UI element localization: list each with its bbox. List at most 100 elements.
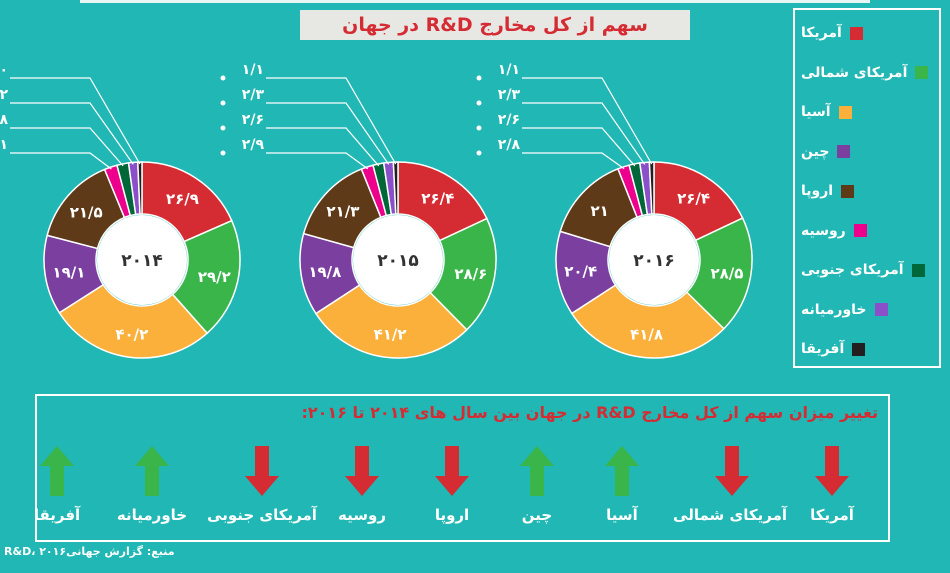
callout-label: ۱/۰ <box>0 62 8 78</box>
slice-label: ۴۱/۸ <box>630 326 663 344</box>
change-item: آمریکای جنوبی <box>207 446 317 524</box>
callout-label: ۲/۶ <box>498 112 520 128</box>
legend-swatch <box>838 105 852 119</box>
arrow-shape <box>715 446 749 496</box>
callout-label: ۱/۱ <box>242 62 264 78</box>
change-label: آمریکای شمالی <box>673 506 787 524</box>
arrow-shape <box>435 446 469 496</box>
legend-swatch <box>837 145 851 158</box>
slice <box>58 283 209 359</box>
year-label: ۲۰۱۵ <box>377 251 419 271</box>
slice-label: ۲۱/۳ <box>326 203 359 221</box>
callout-line <box>522 102 646 165</box>
slice-label: ۴۰/۲ <box>115 325 148 343</box>
legend-swatch <box>849 26 863 40</box>
legend-swatch <box>853 224 867 237</box>
callout-label: ۲/۳ <box>242 87 265 103</box>
callout-dot <box>220 75 226 81</box>
change-item: اروپا <box>397 446 507 524</box>
slice-label: ۲۱/۵ <box>70 203 103 221</box>
legend-item: آمریکا <box>801 22 931 44</box>
arrow-up-icon <box>520 446 554 496</box>
change-label: آمریکای جنوبی <box>207 506 317 524</box>
change-label: اروپا <box>434 506 470 524</box>
callout-label: ۲/۹ <box>242 137 265 153</box>
arrow-shape <box>245 446 279 496</box>
callout-label: ۲/۸ <box>0 112 8 128</box>
callout-line <box>522 127 636 167</box>
callout-label: ۲/۳ <box>498 87 521 103</box>
legend-label: آفریقا <box>801 341 845 357</box>
legend-label: آمریکای جنوبی <box>801 262 904 278</box>
legend: آمریکا آمریکای شمالی آسیا چین اروپا روسیه آمری… <box>793 8 941 368</box>
legend-item: آمریکای شمالی <box>801 62 931 84</box>
legend-label: چین <box>801 143 830 160</box>
arrow-shape <box>815 446 849 496</box>
arrow-shape <box>520 446 554 496</box>
change-item: آسیا <box>567 446 677 524</box>
change-item: آفریقا <box>2 446 112 524</box>
slice-label: ۲۸/۶ <box>454 265 487 283</box>
change-item: آمریکا <box>777 446 887 524</box>
arrow-up-icon <box>40 446 74 496</box>
slice-label: ۲۶/۴ <box>677 189 710 207</box>
arrow-up-icon <box>605 446 639 496</box>
callout-dot <box>476 75 482 81</box>
year-label: ۲۰۱۶ <box>633 251 675 271</box>
change-label: خاورمیانه <box>116 506 188 524</box>
callout-label: ۱/۱ <box>498 62 520 78</box>
slice-label: ۲۰/۴ <box>564 262 597 280</box>
arrow-down-icon <box>435 446 469 496</box>
callout-dot <box>476 125 482 131</box>
arrow-down-icon <box>245 446 279 496</box>
arrow-down-icon <box>815 446 849 496</box>
legend-item: روسیه <box>801 220 931 242</box>
legend-item: آسیا <box>801 101 931 123</box>
legend-swatch <box>852 342 866 356</box>
legend-item: چین <box>801 141 931 163</box>
callout-line <box>10 102 134 165</box>
slice-label: ۲۸/۵ <box>710 264 743 282</box>
callout-dot <box>476 150 482 156</box>
callout-dot <box>220 150 226 156</box>
callout-label: ۲/۶ <box>242 112 264 128</box>
callout-line <box>10 152 112 170</box>
slice <box>570 284 725 359</box>
callout-label: ۲/۲ <box>0 87 8 103</box>
arrow-shape <box>135 446 169 496</box>
share-change-title: تغییر میزان سهم از کل مخارج R&D در جهان … <box>301 403 878 422</box>
change-item: خاورمیانه <box>97 446 207 524</box>
slice-label: ۱۹/۸ <box>308 263 341 281</box>
share-change-panel: تغییر میزان سهم از کل مخارج R&D در جهان … <box>34 394 890 542</box>
page-title: سهم از کل مخارج R&D در جهان <box>300 10 690 40</box>
callout-label: ۳/۱ <box>0 137 8 153</box>
donut-hole <box>609 215 699 305</box>
slice-label: ۲۶/۴ <box>421 190 454 208</box>
legend-swatch <box>911 263 925 277</box>
legend-label: آمریکای شمالی <box>801 64 908 81</box>
legend-item: آفریقا <box>801 338 931 360</box>
change-label: آسیا <box>606 506 638 524</box>
slice-label: ۱۹/۱ <box>52 264 85 282</box>
legend-label: آمریکا <box>801 25 842 41</box>
callout-line <box>266 127 380 167</box>
donut-hole <box>97 215 187 305</box>
slice <box>685 217 753 330</box>
callout-dot <box>476 100 482 106</box>
callout-label: ۲/۸ <box>498 137 521 153</box>
slice-label: ۲۹/۲ <box>198 268 231 286</box>
arrow-shape <box>40 446 74 496</box>
legend-item: آمریکای جنوبی <box>801 259 931 281</box>
donut-hole <box>353 215 443 305</box>
legend-label: روسیه <box>801 222 846 239</box>
change-item: چین <box>482 446 592 524</box>
legend-label: آسیا <box>801 104 831 120</box>
year-label: ۲۰۱۴ <box>121 251 163 271</box>
change-label: روسیه <box>338 506 386 524</box>
change-label: آمریکا <box>810 506 854 524</box>
donut-chart-1: ۲۶/۹ ۲۹/۲ ۴۰/۲ ۱۹/۱ ۲۱/۵ ۲۰۱۴ ۱/۰ ۲/۲ ۲/۸ ۳/۱ <box>0 62 241 359</box>
top-rule <box>80 0 870 3</box>
callout-line <box>522 77 653 165</box>
arrow-up-icon <box>135 446 169 496</box>
callout-line <box>522 152 625 170</box>
